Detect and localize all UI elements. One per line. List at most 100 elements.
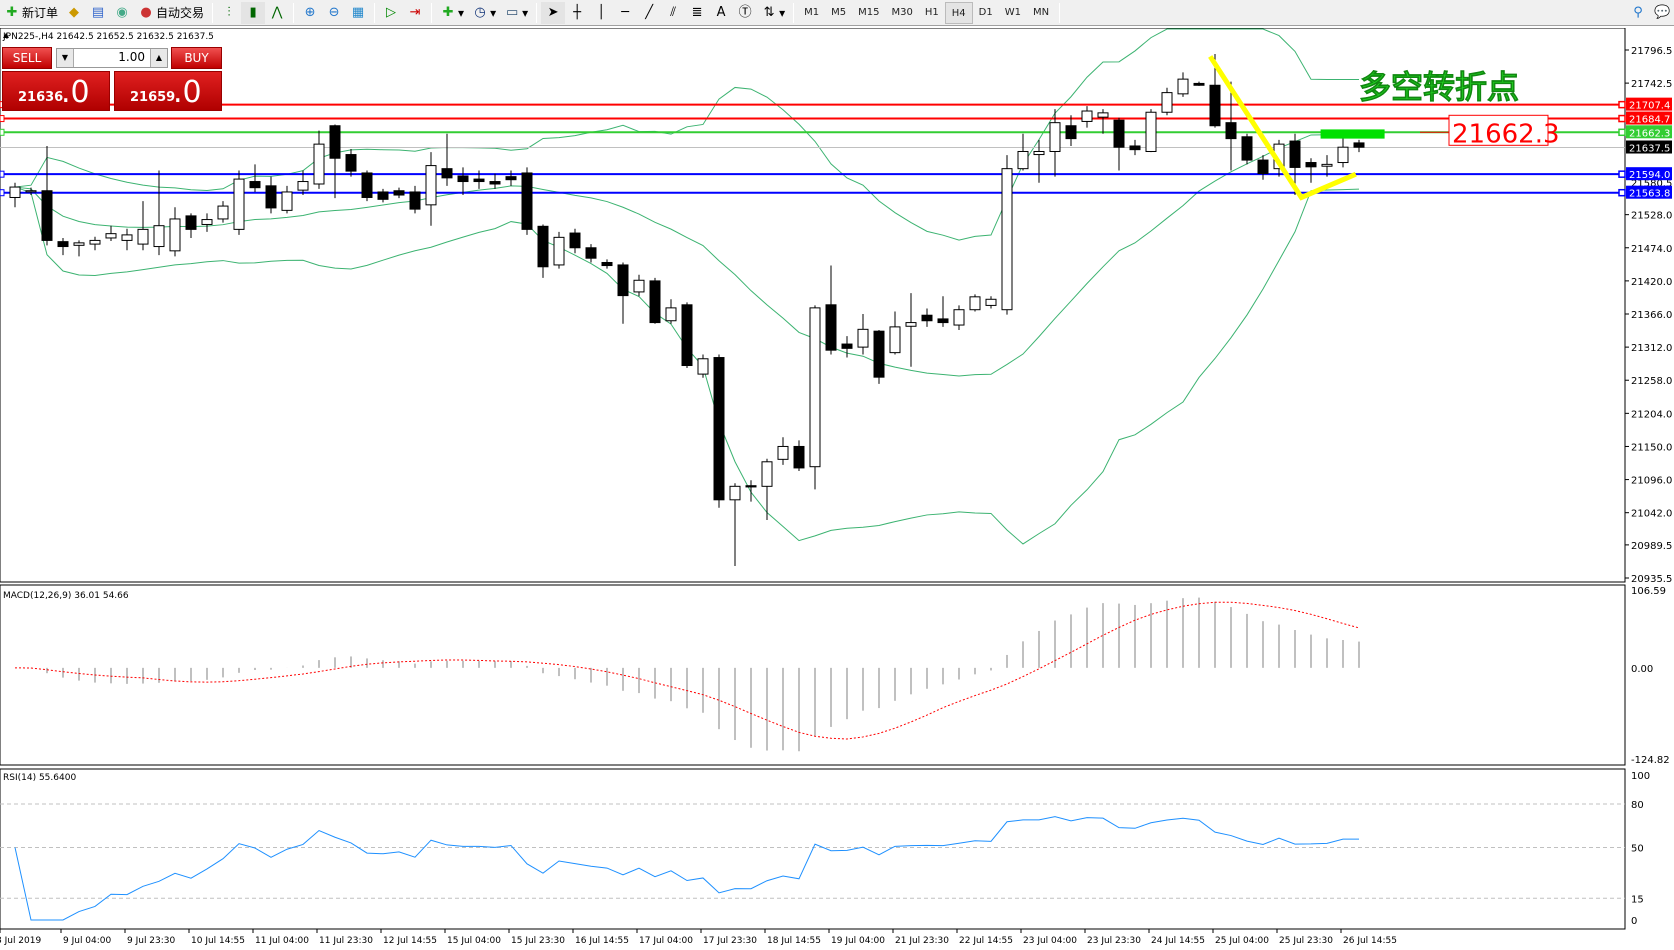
vertical-line-button[interactable]: │ <box>589 2 613 24</box>
candle <box>777 437 789 465</box>
sell-price[interactable]: 21636 .0 <box>2 71 110 111</box>
chat-button[interactable]: 💬 <box>1650 2 1674 24</box>
timeframe-d1[interactable]: D1 <box>978 6 993 18</box>
crosshair-button[interactable]: ┼ <box>565 2 589 24</box>
new-order-button[interactable]: ✚ 新订单 <box>0 2 62 24</box>
chart-shift-button[interactable]: ⇥ <box>403 2 427 24</box>
cursor-icon: ➤ <box>547 4 559 20</box>
yellow-trendline[interactable] <box>1208 55 1357 201</box>
text-label-button[interactable]: Ⓣ <box>733 2 757 24</box>
fibonacci-icon: ≣ <box>691 4 703 20</box>
auto-scroll-button[interactable]: ▷ <box>379 2 403 24</box>
candle-body <box>1321 163 1333 167</box>
template-icon: ▭ <box>505 4 519 20</box>
candle <box>921 308 933 327</box>
line-handle[interactable] <box>1618 114 1626 123</box>
candle <box>601 259 613 269</box>
lot-size-stepper[interactable]: ▼ 1.00 ▲ <box>56 48 168 68</box>
arrows-button[interactable]: ⇅ ▾ <box>757 2 789 24</box>
candle-body <box>649 280 661 324</box>
text-icon: A <box>716 4 726 20</box>
time-tick-label: 24 Jul 14:55 <box>1151 936 1205 946</box>
line-handle[interactable] <box>0 115 5 123</box>
periods-button[interactable]: ◷ ▾ <box>468 2 500 24</box>
candle-body <box>1241 136 1253 161</box>
candle <box>633 274 645 297</box>
timeframe-mn[interactable]: MN <box>1032 6 1050 18</box>
price-label-box[interactable] <box>1448 114 1549 146</box>
line-handle[interactable] <box>1618 128 1626 137</box>
line-price-tag <box>1626 185 1672 199</box>
candle-body <box>1097 112 1109 118</box>
price-tick-label: 21420.0 <box>1631 277 1672 288</box>
time-tick-label: 19 Jul 04:00 <box>831 936 885 946</box>
text-label-icon: Ⓣ <box>738 4 752 20</box>
candle-body <box>1353 142 1365 148</box>
templates-button[interactable]: ▭ ▾ <box>505 4 529 20</box>
chart-area[interactable]: JPN225-,H4 21642.5 21652.5 21632.5 21637… <box>0 28 1674 950</box>
line-handle[interactable] <box>1618 188 1626 197</box>
timeframe-m5[interactable]: M5 <box>831 6 847 18</box>
market-watch-button[interactable]: ◆ <box>62 2 86 24</box>
candle-body <box>393 190 405 196</box>
timeframe-h4[interactable]: H4 <box>944 1 973 24</box>
navigator-button[interactable]: ▤ <box>86 2 110 24</box>
channel-button[interactable]: ⫽ <box>661 2 685 24</box>
line-handle[interactable] <box>1618 170 1626 178</box>
candle-chart-button[interactable]: ▮ <box>241 1 266 24</box>
divider <box>431 2 433 23</box>
candle-body <box>985 298 997 306</box>
candle <box>425 152 437 226</box>
timeframe-m30[interactable]: M30 <box>891 6 913 18</box>
candle <box>1225 81 1237 171</box>
price-tick-label: 21312.0 <box>1631 343 1672 354</box>
candle-body <box>841 343 853 349</box>
candle <box>121 228 133 251</box>
candle-body <box>169 218 181 252</box>
horizontal-line-button[interactable]: ─ <box>613 2 637 24</box>
increase-lot-icon[interactable]: ▲ <box>150 49 167 67</box>
signals-button[interactable]: ◉ <box>110 2 134 24</box>
line-handle[interactable] <box>0 170 5 178</box>
timeframe-m1[interactable]: M1 <box>804 6 820 18</box>
candle <box>377 188 389 203</box>
cursor-button[interactable]: ➤ <box>541 1 566 24</box>
candle-body <box>137 228 149 245</box>
timeframe-w1[interactable]: W1 <box>1004 6 1021 18</box>
search-button[interactable]: ⚲ <box>1626 2 1650 24</box>
trendline-button[interactable]: ╱ <box>637 2 661 24</box>
time-tick-label: 25 Jul 23:30 <box>1279 936 1333 946</box>
lot-size-value[interactable]: 1.00 <box>118 50 145 64</box>
decrease-lot-icon[interactable]: ▼ <box>57 49 74 67</box>
text-button[interactable]: A <box>709 2 733 24</box>
zoom-out-button[interactable]: ⊖ <box>322 2 346 24</box>
timeframe-m15[interactable]: M15 <box>858 6 880 18</box>
indicators-button[interactable]: ✚ ▾ <box>436 2 468 24</box>
auto-trading-button[interactable]: ● 自动交易 <box>134 2 208 24</box>
buy-button[interactable]: BUY <box>171 47 222 69</box>
line-handle[interactable] <box>0 128 5 136</box>
zoom-in-button[interactable]: ⊕ <box>298 2 322 24</box>
line-handle[interactable] <box>1618 100 1626 109</box>
timeframe-h1[interactable]: H1 <box>924 6 939 18</box>
candle-body <box>793 445 805 469</box>
candle <box>265 176 277 214</box>
bar-chart-button[interactable]: ⫶ <box>217 2 241 24</box>
candle <box>537 224 549 278</box>
candle <box>1033 139 1045 183</box>
green-rectangle[interactable] <box>1320 129 1385 139</box>
buy-price[interactable]: 21659 .0 <box>114 71 222 111</box>
time-tick-label: 21 Jul 23:30 <box>895 936 949 946</box>
candle <box>1081 106 1093 128</box>
main-pane <box>0 28 1626 583</box>
tile-windows-button[interactable]: ▦ <box>346 2 370 24</box>
time-tick-label: 16 Jul 14:55 <box>575 936 629 946</box>
line-price-tag <box>1626 97 1672 111</box>
time-tick-label: 25 Jul 04:00 <box>1215 936 1269 946</box>
sell-button[interactable]: SELL <box>2 47 52 69</box>
macd-signal-line <box>14 601 1360 740</box>
candle <box>1001 155 1013 315</box>
line-handle[interactable] <box>0 189 5 197</box>
line-chart-button[interactable]: ⋀ <box>265 2 289 24</box>
fibonacci-button[interactable]: ≣ <box>685 2 709 24</box>
